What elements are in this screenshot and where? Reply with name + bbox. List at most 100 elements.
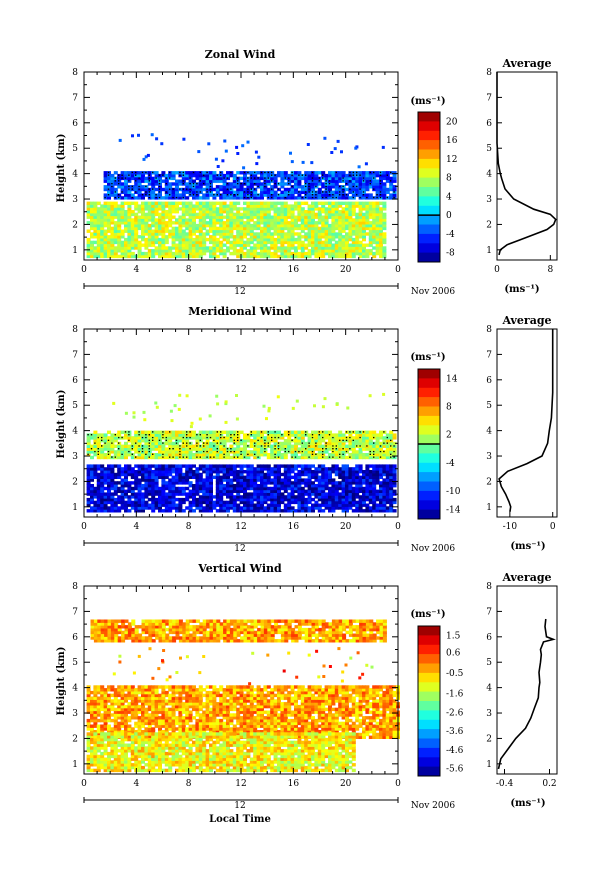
heatmap-cell [158, 500, 162, 505]
contour-dot [390, 453, 392, 455]
heatmap-cell [283, 223, 288, 228]
heatmap-cell [144, 223, 149, 228]
heatmap-cell [229, 229, 234, 233]
contour-dot [260, 431, 263, 433]
heatmap-cell [246, 495, 251, 499]
heatmap-cell [147, 453, 152, 457]
heatmap-cell [324, 455, 329, 460]
heatmap-cell [331, 226, 336, 231]
contour-dot [179, 174, 181, 176]
contour-dot [114, 180, 116, 182]
contour-dot [277, 445, 280, 447]
contour-dot [311, 194, 314, 196]
heatmap-cell [280, 237, 285, 242]
heatmap-cell [161, 201, 166, 205]
heatmap-cell [266, 495, 271, 499]
heatmap-cell [253, 439, 258, 443]
heatmap-cell [273, 190, 278, 194]
heatmap-cell [273, 207, 278, 211]
heatmap-cell [130, 212, 135, 217]
heatmap-cell [314, 475, 319, 479]
heatmap-cell [151, 478, 156, 482]
contour-dot [305, 448, 307, 450]
heatmap-cell [181, 492, 186, 496]
heatmap-cell [375, 204, 380, 208]
contour-dot [349, 431, 351, 433]
heatmap-cell [304, 176, 309, 181]
heatmap-cell [266, 439, 271, 443]
heatmap-cell [107, 179, 111, 183]
contour-dot [131, 188, 133, 190]
heatmap-cell [321, 251, 326, 256]
heatmap-cell [100, 467, 105, 471]
heatmap-cell [222, 484, 227, 488]
heatmap-cell [137, 489, 142, 493]
heatmap-cell [348, 243, 353, 247]
heatmap-cell [365, 430, 370, 434]
heatmap-cell [202, 489, 207, 493]
heatmap-cell [192, 207, 196, 211]
heatmap-cell [345, 447, 349, 451]
heatmap-cell [294, 251, 298, 256]
heatmap-cell [103, 455, 108, 460]
contour-dot [345, 436, 348, 439]
heatmap-cell [86, 237, 91, 242]
heatmap-cell [311, 185, 315, 189]
contour-dot [128, 185, 130, 188]
heatmap-cell [185, 207, 190, 211]
heatmap-cell [113, 237, 118, 242]
contour-dot [192, 185, 195, 188]
heatmap-cell [212, 187, 217, 192]
heatmap-cell [161, 447, 166, 451]
heatmap-cell [96, 475, 101, 479]
heatmap-cell [120, 430, 125, 434]
heatmap-cell [144, 475, 149, 479]
contour-dot [243, 456, 246, 458]
heatmap-cell [195, 223, 200, 228]
heatmap-cell [328, 453, 332, 457]
heatmap-cell [300, 470, 305, 474]
heatmap-cell [120, 204, 125, 208]
heatmap-cell [345, 484, 349, 488]
heatmap-cell [273, 503, 278, 507]
heatmap-cell [365, 453, 370, 457]
heatmap-cell [212, 204, 217, 208]
heatmap-cell [205, 215, 210, 219]
heatmap-cell [188, 450, 193, 454]
contour-dot [148, 196, 150, 199]
heatmap-cell [246, 221, 251, 225]
heatmap-cell [151, 210, 156, 214]
heatmap-cell [314, 171, 319, 175]
heatmap-cell [181, 497, 186, 502]
heatmap-cell [246, 481, 251, 485]
heatmap-cell [351, 212, 356, 217]
heatmap-cell [324, 475, 329, 479]
heatmap-cell [100, 484, 105, 488]
contour-dot [141, 445, 144, 447]
colorbar-swatch [418, 205, 440, 216]
heatmap-cell [113, 207, 118, 211]
heatmap-cell [256, 254, 261, 259]
heatmap-cell [202, 481, 207, 485]
heatmap-cell [205, 447, 210, 451]
heatmap-cell [277, 495, 281, 499]
heatmap-cell [134, 237, 139, 242]
heatmap-cell [141, 492, 145, 496]
heatmap-cell [124, 237, 128, 242]
heatmap-cell [382, 246, 387, 250]
heatmap-cell [188, 223, 193, 228]
heatmap-cell [158, 218, 162, 222]
heatmap-cell [107, 243, 111, 247]
heatmap-cell [304, 237, 309, 242]
heatmap-cell [379, 232, 383, 236]
heatmap-cell [178, 464, 183, 468]
heatmap-cell [273, 193, 278, 197]
heatmap-cell [151, 229, 156, 233]
heatmap-cell [198, 472, 203, 477]
heatmap-cell [178, 179, 183, 183]
profile-y-tick-label: 1 [486, 246, 492, 256]
heatmap-cell [362, 447, 366, 451]
heatmap-cell [113, 503, 118, 507]
heatmap-cell [355, 226, 360, 231]
contour-dot [373, 442, 375, 444]
